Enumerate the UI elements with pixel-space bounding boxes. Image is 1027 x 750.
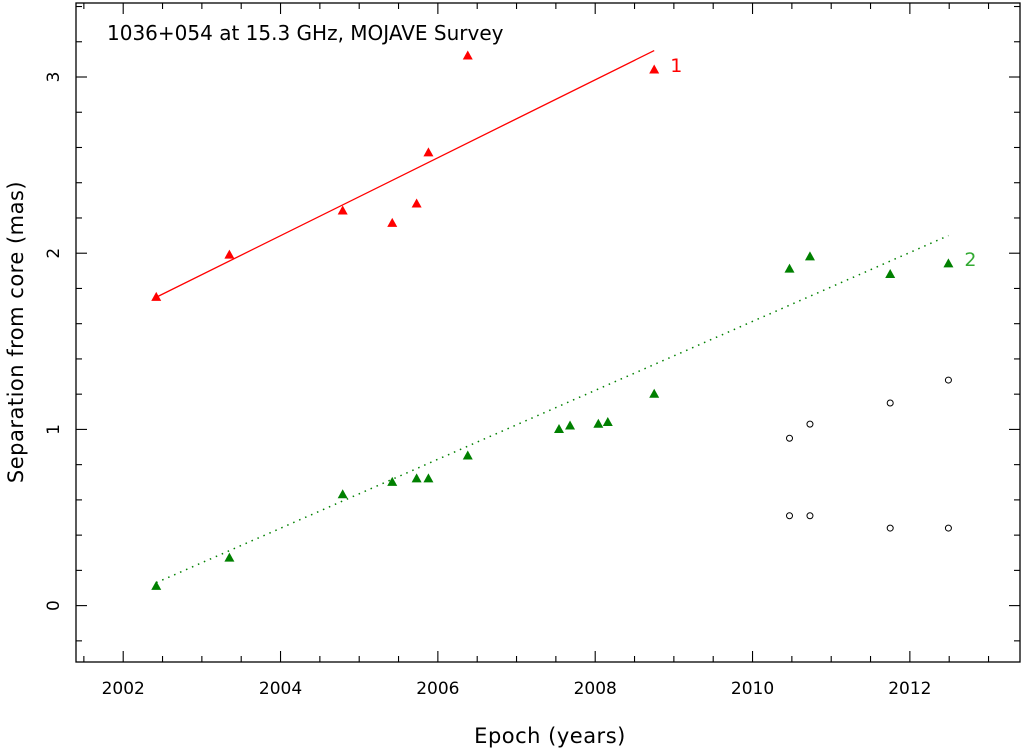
- series-2-point: [602, 416, 613, 426]
- x-tick-label: 2010: [731, 679, 774, 699]
- series-1-point: [387, 217, 398, 227]
- open-circle-point: [886, 524, 894, 532]
- series-1-point: [423, 147, 434, 157]
- series-2-point: [804, 251, 815, 261]
- y-tick-label: 0: [44, 600, 64, 611]
- series-2-point: [885, 268, 896, 278]
- series-2-point: [784, 263, 795, 273]
- series-2-point: [593, 418, 604, 428]
- series-2-point: [151, 580, 162, 590]
- y-tick-label: 3: [44, 72, 64, 83]
- series-1-point: [151, 291, 162, 301]
- chart-title: 1036+054 at 15.3 GHz, MOJAVE Survey: [107, 21, 504, 45]
- open-circle-point: [786, 512, 794, 520]
- axis-ticks: [76, 3, 1020, 662]
- series-labels: 12: [670, 55, 976, 271]
- series-2-point: [387, 476, 398, 486]
- data-points: [151, 50, 954, 590]
- y-axis-title: Separation from core (mas): [4, 181, 28, 483]
- x-tick-label: 2008: [574, 679, 617, 699]
- open-circle-point: [786, 434, 794, 442]
- series-2-point: [649, 388, 660, 398]
- x-tick-label: 2006: [416, 679, 459, 699]
- series-1-point: [337, 205, 348, 215]
- series-1-point: [224, 249, 235, 259]
- open-circle-point: [886, 399, 894, 407]
- series-2-point: [423, 473, 434, 483]
- series-2-point: [411, 473, 422, 483]
- x-tick-label: 2002: [102, 679, 145, 699]
- x-axis-title: Epoch (years): [474, 724, 626, 748]
- series-2-label: 2: [964, 249, 976, 271]
- series-2-point: [337, 489, 348, 499]
- x-tick-label: 2004: [259, 679, 302, 699]
- plot-frame: [75, 2, 1021, 663]
- y-tick-label: 2: [44, 248, 64, 259]
- y-tick-label: 1: [44, 424, 64, 435]
- open-circle-point: [806, 420, 814, 428]
- x-tick-label: 2012: [888, 679, 931, 699]
- fit-line-2: [155, 234, 949, 584]
- series-2-point: [554, 424, 565, 434]
- open-circle-point: [944, 376, 952, 384]
- open-circle-point: [806, 512, 814, 520]
- fit-lines: [155, 49, 949, 584]
- series-1-point: [462, 50, 473, 60]
- series-1-label: 1: [670, 55, 682, 77]
- series-2-point: [462, 450, 473, 460]
- series-2-point: [224, 552, 235, 562]
- series-2-point: [943, 258, 954, 268]
- open-circle-point: [944, 524, 952, 532]
- series-1-point: [649, 64, 660, 74]
- series-2-point: [565, 420, 576, 430]
- series-1-point: [411, 198, 422, 208]
- fit-line-1: [155, 49, 655, 298]
